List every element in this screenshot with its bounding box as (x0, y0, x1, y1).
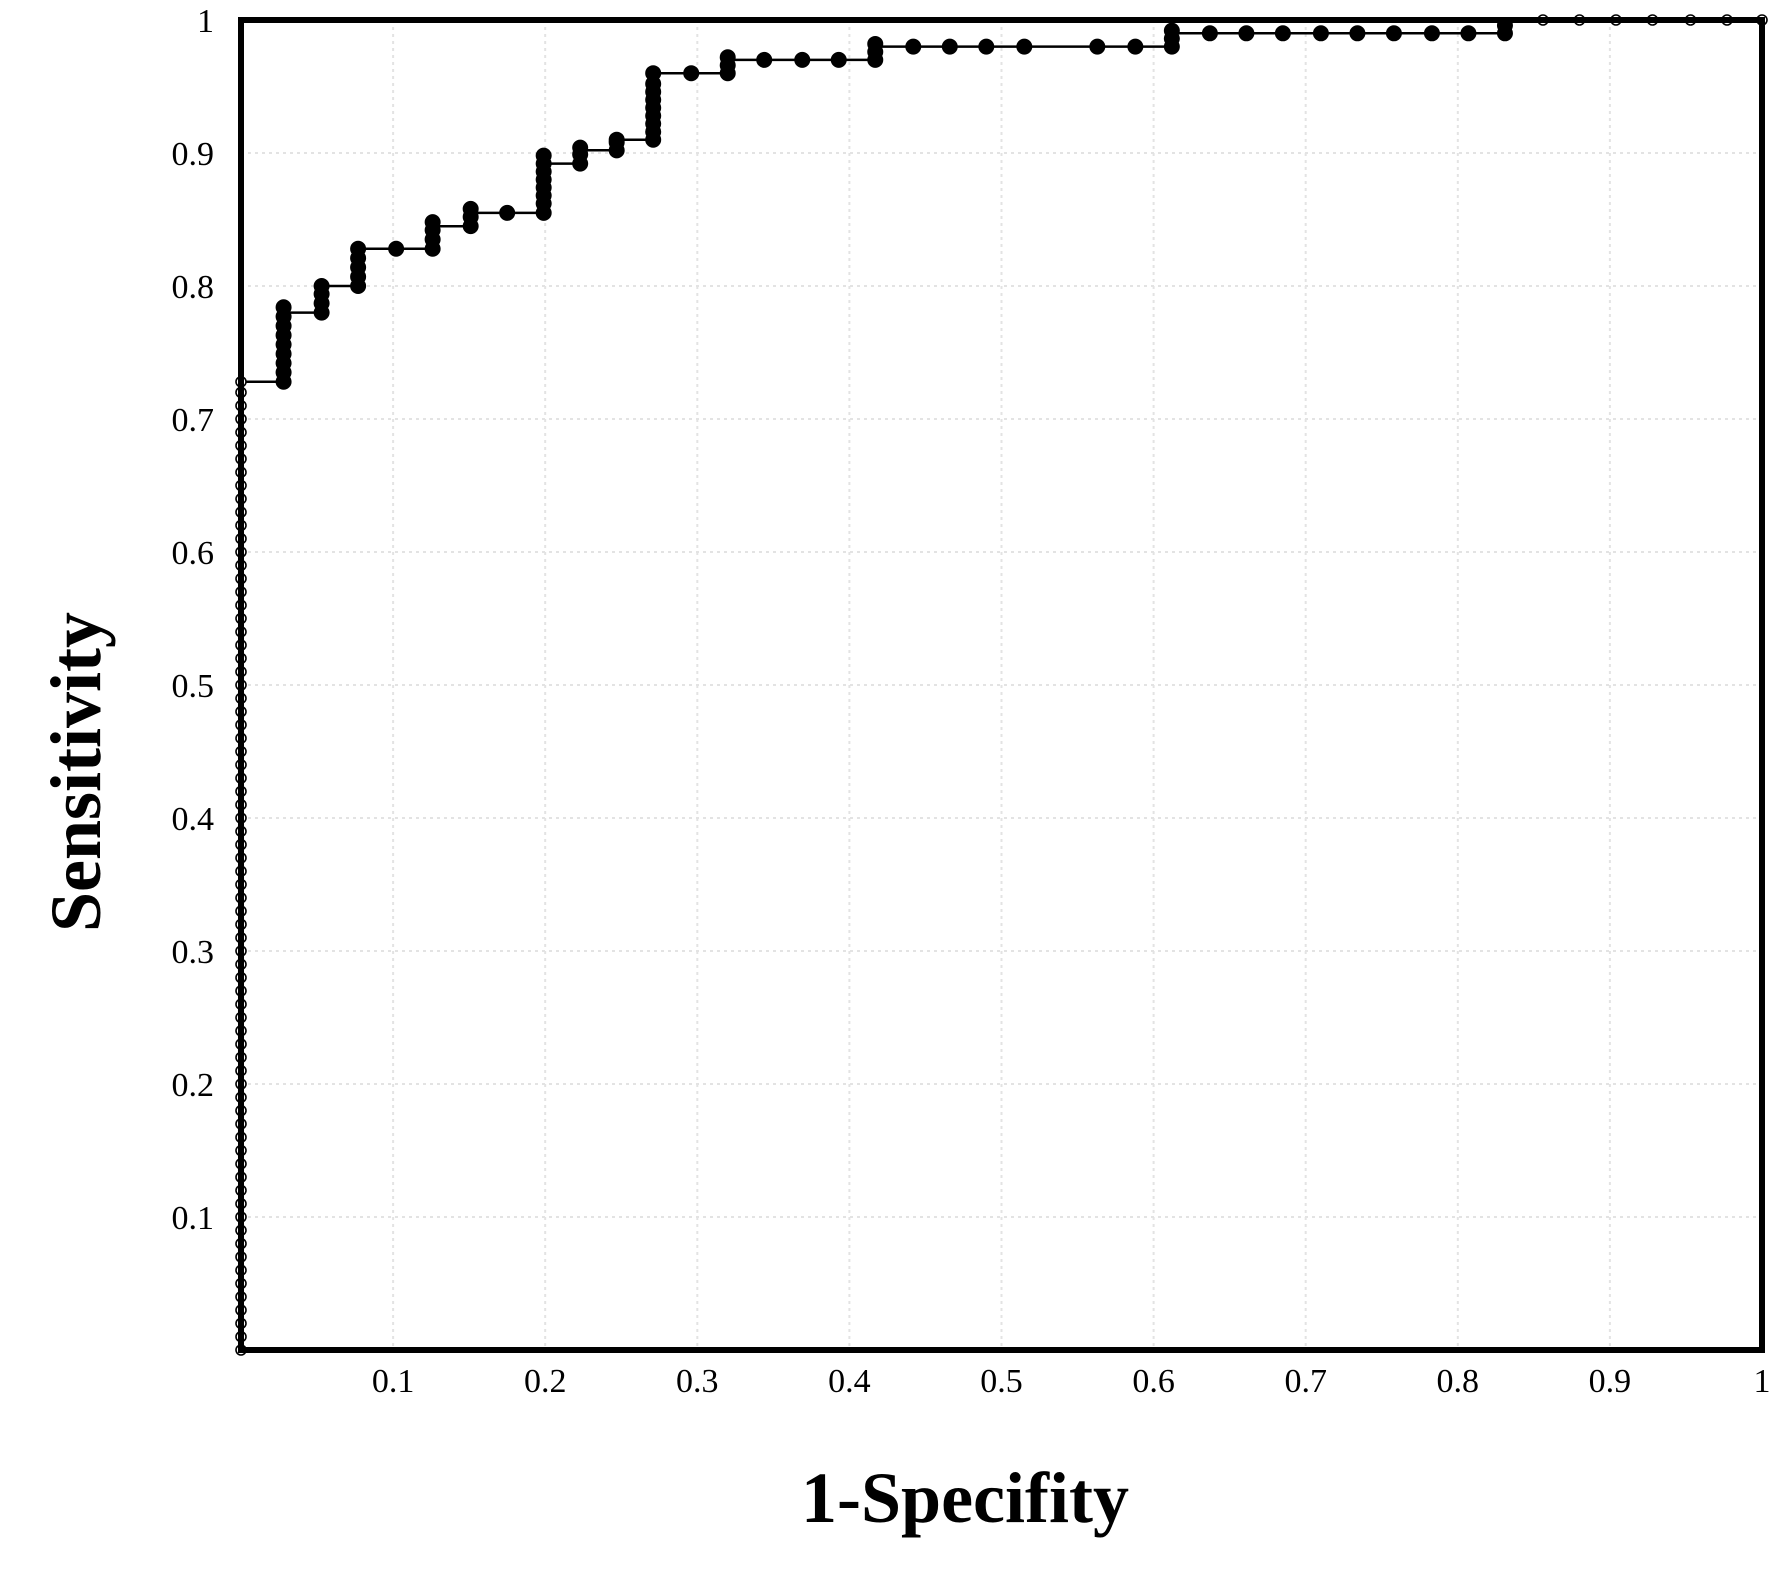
y-tick-label: 0.8 (172, 269, 215, 306)
x-axis-ticks: 0.1 0.2 0.3 0.4 0.5 0.6 0.7 0.8 0.9 1 (372, 1363, 1771, 1400)
filled-data-point (462, 200, 479, 217)
filled-data-point (1016, 38, 1033, 55)
y-tick-label: 0.1 (172, 1200, 215, 1237)
y-tick-label: 0.6 (172, 535, 215, 572)
x-tick-label: 0.5 (980, 1363, 1023, 1400)
filled-data-point (608, 131, 625, 148)
y-tick-label: 0.5 (172, 668, 215, 705)
filled-data-point (830, 51, 847, 68)
y-tick-label: 0.9 (172, 136, 215, 173)
filled-data-point (572, 139, 589, 156)
filled-data-point (1163, 22, 1180, 39)
filled-data-point (1127, 38, 1144, 55)
filled-data-point (313, 278, 330, 294)
x-tick-label: 0.1 (372, 1363, 415, 1400)
x-tick-label: 0.9 (1589, 1363, 1632, 1400)
filled-data-point (683, 65, 700, 82)
filled-data-point (867, 35, 884, 52)
x-tick-label: 0.7 (1284, 1363, 1327, 1400)
filled-data-point (756, 51, 773, 68)
filled-data-point (978, 38, 995, 55)
grid (241, 20, 1762, 1350)
y-tick-label: 0.4 (172, 801, 215, 838)
y-axis-title: Sensitivity (36, 612, 116, 932)
y-tick-label: 1 (197, 3, 214, 40)
filled-data-point (794, 51, 811, 68)
filled-data-point (1460, 25, 1477, 42)
filled-data-point (499, 204, 516, 221)
filled-data-point (905, 38, 922, 55)
filled-data-point (535, 147, 552, 164)
filled-data-point (1274, 25, 1291, 42)
y-tick-label: 0.2 (172, 1067, 215, 1104)
filled-data-point (388, 240, 405, 257)
filled-data-point (645, 65, 662, 82)
x-tick-label: 0.8 (1437, 1363, 1480, 1400)
x-tick-label: 0.2 (524, 1363, 567, 1400)
filled-data-point (275, 299, 292, 316)
filled-data-point (1385, 25, 1402, 42)
filled-data-point (1201, 25, 1218, 42)
plot-frame (238, 17, 1765, 1353)
x-axis-title: 1-Specifity (801, 1458, 1129, 1538)
filled-data-point (424, 214, 441, 231)
filled-data-point (941, 38, 958, 55)
filled-data-point (1089, 38, 1106, 55)
y-tick-label: 0.7 (172, 402, 215, 439)
filled-data-point (1423, 25, 1440, 42)
x-tick-label: 0.4 (828, 1363, 871, 1400)
filled-data-point (719, 49, 736, 66)
filled-data-point (1238, 25, 1255, 42)
filled-data-point (1312, 25, 1329, 42)
x-tick-label: 0.3 (676, 1363, 719, 1400)
y-tick-label: 0.3 (172, 934, 215, 971)
y-axis-ticks: 0.1 0.2 0.3 0.4 0.5 0.6 0.7 0.8 0.9 1 (172, 3, 215, 1237)
x-tick-label: 0.6 (1132, 1363, 1175, 1400)
filled-data-point (350, 240, 367, 257)
x-tick-label: 1 (1754, 1363, 1771, 1400)
filled-data-point (1349, 25, 1366, 42)
